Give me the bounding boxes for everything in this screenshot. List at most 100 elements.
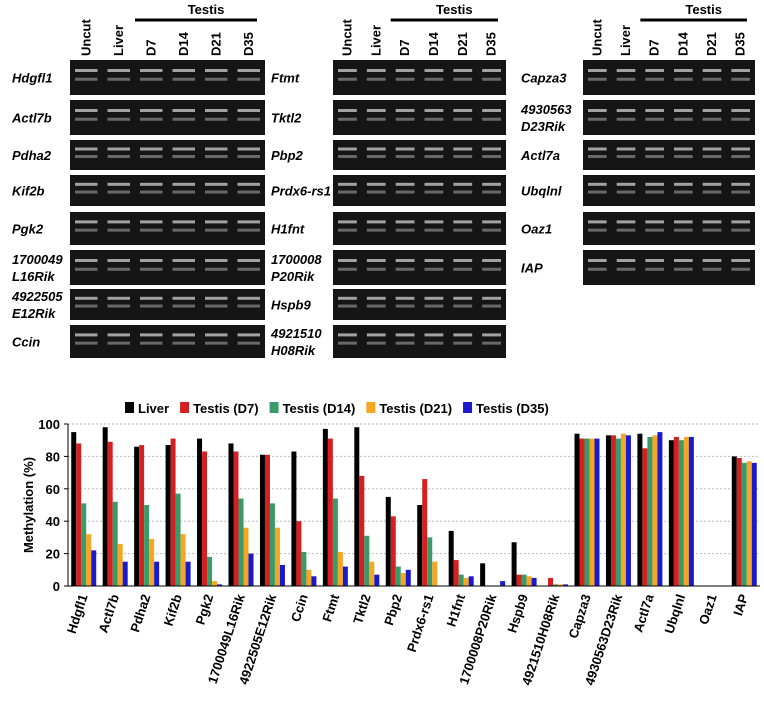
gel-band <box>237 109 260 112</box>
gel-band <box>205 155 228 158</box>
x-tick-label: Actl7b <box>95 592 122 634</box>
gel-band <box>453 267 473 271</box>
gel-band <box>702 109 722 112</box>
bar <box>579 438 585 586</box>
gel-band <box>482 182 501 186</box>
x-tick-label: Pdha2 <box>127 592 153 634</box>
bar <box>427 537 433 586</box>
lane-label: D7 <box>647 39 662 56</box>
gel-band <box>424 296 444 300</box>
bar <box>500 581 506 586</box>
x-tick-label: Tktl2 <box>350 592 374 625</box>
gel-band <box>731 220 750 224</box>
x-tick-label: Hspb9 <box>504 592 531 634</box>
gel-band <box>366 77 386 81</box>
bar <box>673 436 679 586</box>
gel-band <box>338 296 357 300</box>
gel-panel <box>70 175 265 206</box>
bar <box>327 438 333 586</box>
x-tick-label: Actl7a <box>630 592 657 634</box>
gel-band <box>588 259 607 262</box>
bar <box>243 527 249 586</box>
bar <box>91 550 97 586</box>
gel-band <box>172 190 195 194</box>
gel-band <box>75 304 98 308</box>
bar <box>139 445 145 586</box>
gel-band <box>338 155 357 158</box>
gel-band <box>205 267 228 271</box>
gel-band <box>674 155 693 158</box>
gel-band <box>616 77 636 81</box>
gel-band <box>395 304 415 308</box>
bar <box>668 440 674 586</box>
gel-band <box>366 190 386 194</box>
gel-band <box>338 109 357 112</box>
lane-label: Liver <box>111 25 126 56</box>
legend-label: Testis (D14) <box>283 401 356 416</box>
gene-label: Hdgfl1 <box>12 71 52 86</box>
gel-band <box>172 147 195 151</box>
gel-panel <box>70 250 265 285</box>
x-tick-label: Capza3 <box>566 592 594 640</box>
gel-band <box>75 109 98 112</box>
gel-band <box>75 182 98 186</box>
bar <box>448 530 454 586</box>
gene-label: Ftmt <box>271 71 300 86</box>
gel-band <box>616 228 636 232</box>
gene-label: Ubqlnl <box>521 184 562 199</box>
gel-band <box>453 220 473 224</box>
gel-band <box>424 259 444 262</box>
gel-band <box>237 341 260 345</box>
gel-band <box>674 69 693 72</box>
gene-label: 1700008 <box>271 252 322 267</box>
gel-panel <box>333 140 506 170</box>
gel-band <box>588 190 607 194</box>
gel-band <box>731 259 750 262</box>
gel-panel <box>583 100 755 135</box>
bar <box>342 566 348 586</box>
gel-band <box>366 228 386 232</box>
gel-band <box>424 117 444 121</box>
legend-label: Liver <box>138 401 169 416</box>
gel-band <box>453 341 473 345</box>
gel-band <box>107 228 130 232</box>
gel-band <box>140 341 163 345</box>
bar <box>417 505 423 586</box>
gel-band <box>731 69 750 72</box>
gel-band <box>645 117 664 121</box>
gel-band <box>205 220 228 224</box>
gel-band <box>424 190 444 194</box>
gel-band <box>366 69 386 72</box>
gel-band <box>140 69 163 72</box>
gel-panel <box>583 250 755 285</box>
gel-band <box>75 155 98 158</box>
gel-band <box>731 109 750 112</box>
gel-band <box>424 341 444 345</box>
legend-swatch <box>366 402 376 413</box>
gene-label: Oaz1 <box>521 222 552 237</box>
x-tick-label: Hdgfl1 <box>64 592 91 635</box>
gel-band <box>674 182 693 186</box>
gel-band <box>616 220 636 224</box>
bar <box>652 435 658 586</box>
bar <box>107 441 113 586</box>
gel-band <box>237 182 260 186</box>
gel-band <box>237 333 260 337</box>
gel-band <box>453 259 473 262</box>
bar <box>364 535 370 586</box>
gene-label: D23Rik <box>521 119 566 134</box>
lane-label: D35 <box>733 32 748 56</box>
gel-band <box>424 304 444 308</box>
bar <box>453 560 459 586</box>
gene-label: 4922505 <box>11 289 63 304</box>
lane-label: Liver <box>618 25 633 56</box>
gel-band <box>674 77 693 81</box>
bar <box>463 577 469 586</box>
gel-band <box>645 267 664 271</box>
gene-label: L16Rik <box>12 269 55 284</box>
gel-band <box>395 333 415 337</box>
gel-band <box>424 109 444 112</box>
bar <box>553 584 559 586</box>
gel-band <box>616 182 636 186</box>
